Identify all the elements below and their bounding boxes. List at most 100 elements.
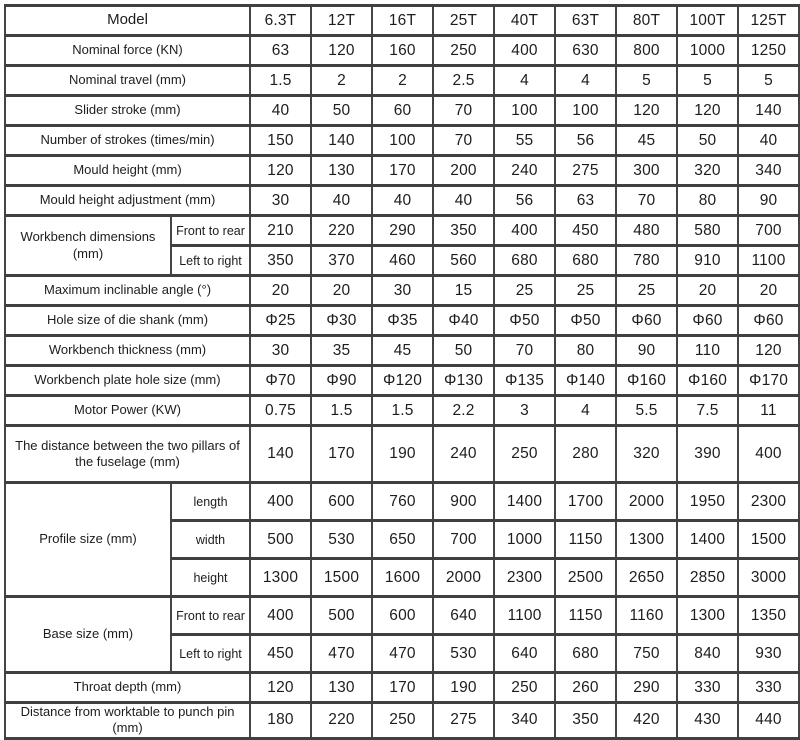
spec-value-cell: 50 [310, 94, 374, 127]
spec-value-cell: 400 [249, 481, 313, 522]
spec-value-cell: 56 [493, 184, 557, 217]
row-sublabel: Front to rear [169, 214, 252, 247]
spec-value-cell: 220 [310, 701, 374, 740]
row-sublabel: Left to right [169, 633, 252, 674]
spec-value-cell: 480 [615, 214, 679, 247]
spec-value-cell: 170 [310, 424, 374, 484]
spec-value-cell: 25 [493, 274, 557, 307]
spec-value-cell: 140 [249, 424, 313, 484]
table-row: Number of strokes (times/min) 150 140 100 70… [3, 124, 800, 157]
spec-value-cell: 35 [310, 334, 374, 367]
spec-value-cell: 340 [493, 701, 557, 740]
table-row: Workbench plate hole size (mm) Φ70 Φ90 Φ120… [3, 364, 800, 397]
model-header: 40T [493, 4, 557, 37]
spec-value-cell: 1000 [493, 519, 557, 560]
spec-value-cell: 7.5 [676, 394, 740, 427]
spec-value-cell: Φ60 [676, 304, 740, 337]
table-row: The distance between the two pillars of … [3, 424, 800, 484]
spec-value-cell: 350 [432, 214, 496, 247]
spec-table: Model 6.3T 12T 16T 25T 40T 63T 80T 100T 125T Nomin… [3, 4, 800, 740]
spec-value-cell: 30 [371, 274, 435, 307]
spec-value-cell: 30 [249, 334, 313, 367]
spec-value-cell: 330 [676, 671, 740, 704]
table-row: Throat depth (mm) 120 130 170 190 250 260 290 33… [3, 671, 800, 704]
spec-value-cell: 1300 [676, 595, 740, 636]
spec-value-cell: 25 [554, 274, 618, 307]
spec-value-cell: 2 [371, 64, 435, 97]
spec-value-cell: 170 [371, 154, 435, 187]
spec-value-cell: 400 [737, 424, 800, 484]
spec-value-cell: 1350 [737, 595, 800, 636]
spec-value-cell: 120 [249, 154, 313, 187]
table-row: Left to right 350 370 460 560 680 680 780 910 110… [5, 244, 800, 277]
spec-value-cell: 680 [554, 244, 618, 277]
row-group-label: Profile size (mm) [4, 481, 172, 598]
spec-value-cell: 5 [615, 64, 679, 97]
spec-value-cell: 420 [615, 701, 679, 740]
row-label: Number of strokes (times/min) [3, 124, 252, 157]
spec-value-cell: 110 [676, 334, 740, 367]
row-sublabel: length [169, 481, 252, 522]
spec-value-cell: Φ120 [371, 364, 435, 397]
row-sublabel: height [169, 557, 252, 598]
row-group-label: Workbench dimensions (mm) [4, 214, 172, 277]
spec-value-cell: 120 [676, 94, 740, 127]
spec-value-cell: 560 [432, 244, 496, 277]
spec-value-cell: 70 [493, 334, 557, 367]
spec-value-cell: 40 [371, 184, 435, 217]
spec-value-cell: 1.5 [249, 64, 313, 97]
row-sublabel: Front to rear [169, 595, 252, 636]
spec-value-cell: 5 [676, 64, 740, 97]
spec-value-cell: 470 [310, 633, 374, 674]
spec-value-cell: 80 [676, 184, 740, 217]
spec-value-cell: 40 [310, 184, 374, 217]
spec-value-cell: 1.5 [310, 394, 374, 427]
spec-value-cell: 240 [493, 154, 557, 187]
spec-value-cell: 90 [615, 334, 679, 367]
spec-value-cell: 2.5 [432, 64, 496, 97]
spec-value-cell: 400 [493, 34, 557, 67]
header-row: Model 6.3T 12T 16T 25T 40T 63T 80T 100T 125T [3, 4, 800, 37]
row-label: Mould height adjustment (mm) [3, 184, 252, 217]
spec-value-cell: 1400 [676, 519, 740, 560]
table-row: Distance from worktable to punch pin (mm… [3, 701, 800, 740]
spec-value-cell: 1950 [676, 481, 740, 522]
spec-value-cell: 200 [432, 154, 496, 187]
spec-value-cell: 910 [676, 244, 740, 277]
row-label: Nominal travel (mm) [3, 64, 252, 97]
spec-value-cell: 370 [310, 244, 374, 277]
spec-value-cell: Φ25 [249, 304, 313, 337]
row-label: The distance between the two pillars of … [3, 424, 252, 484]
spec-value-cell: 750 [615, 633, 679, 674]
model-header: 125T [737, 4, 800, 37]
spec-value-cell: 30 [249, 184, 313, 217]
spec-value-cell: 2.2 [432, 394, 496, 427]
spec-value-cell: 340 [737, 154, 800, 187]
spec-value-cell: 320 [615, 424, 679, 484]
table-row: Workbench thickness (mm) 30 35 45 50 70 80 90 11… [3, 334, 800, 367]
spec-value-cell: 2 [310, 64, 374, 97]
spec-value-cell: 460 [371, 244, 435, 277]
spec-value-cell: 45 [371, 334, 435, 367]
spec-value-cell: 150 [249, 124, 313, 157]
spec-value-cell: 100 [371, 124, 435, 157]
table-row: Nominal travel (mm) 1.5 2 2 2.5 4 4 5 5 5 [3, 64, 800, 97]
spec-table-body: Model 6.3T 12T 16T 25T 40T 63T 80T 100T 125T Nomin… [3, 4, 800, 740]
model-header-label: Model [3, 4, 252, 37]
spec-value-cell: Φ160 [676, 364, 740, 397]
spec-value-cell: Φ90 [310, 364, 374, 397]
spec-value-cell: 400 [249, 595, 313, 636]
row-label: Nominal force (KN) [3, 34, 252, 67]
spec-value-cell: 120 [737, 334, 800, 367]
spec-value-cell: 1400 [493, 481, 557, 522]
spec-value-cell: 90 [737, 184, 800, 217]
spec-value-cell: 130 [310, 154, 374, 187]
spec-value-cell: 650 [371, 519, 435, 560]
spec-value-cell: 20 [310, 274, 374, 307]
spec-value-cell: 20 [676, 274, 740, 307]
spec-value-cell: 4 [493, 64, 557, 97]
spec-value-cell: 2650 [615, 557, 679, 598]
spec-value-cell: 470 [371, 633, 435, 674]
table-row: Slider stroke (mm) 40 50 60 70 100 100 120 120 14… [3, 94, 800, 127]
spec-value-cell: 440 [737, 701, 800, 740]
